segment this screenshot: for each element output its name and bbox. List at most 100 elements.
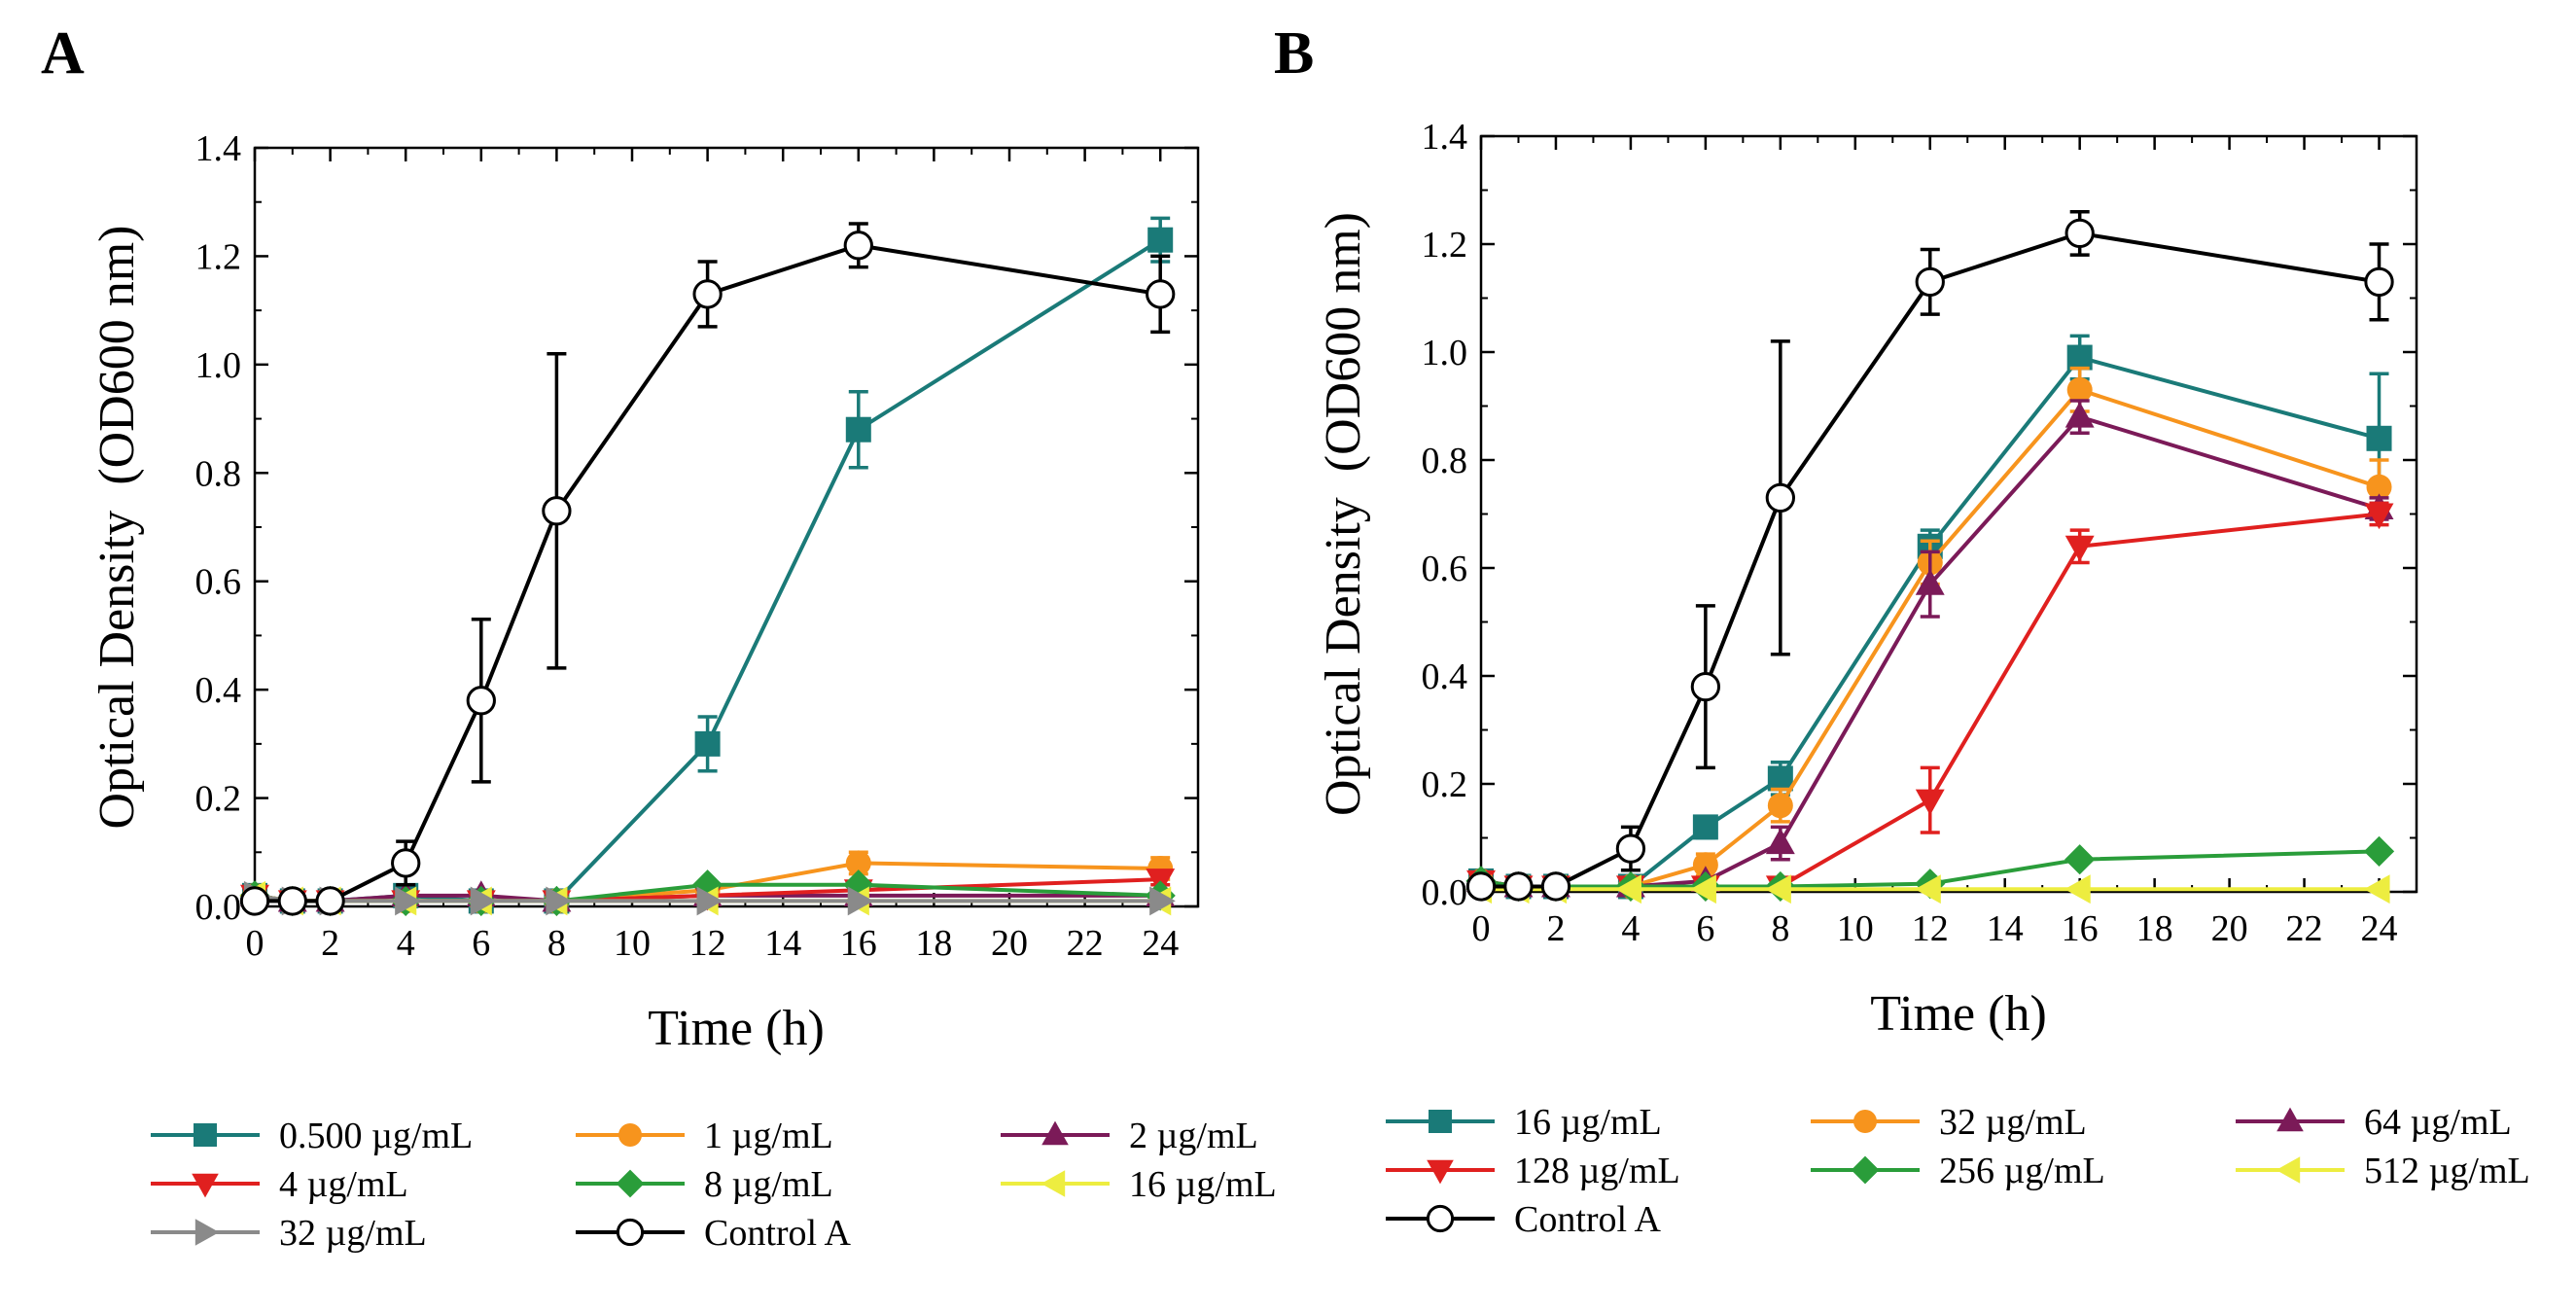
y-axis-title: Optical Density (OD600 nm) bbox=[89, 225, 145, 829]
data-point bbox=[1915, 874, 1941, 904]
data-point bbox=[1765, 874, 1791, 904]
data-point bbox=[395, 886, 421, 916]
legend-item: 512 µg/mL bbox=[2236, 1151, 2530, 1191]
data-point bbox=[1615, 874, 1641, 904]
data-point bbox=[1149, 886, 1176, 916]
data-point bbox=[239, 886, 270, 916]
x-tick-label: 18 bbox=[915, 923, 952, 964]
data-point bbox=[1915, 789, 1945, 816]
x-tick-label: 22 bbox=[1067, 923, 1104, 964]
data-point bbox=[694, 730, 721, 757]
series-control-a bbox=[1465, 209, 2394, 902]
data-point bbox=[2066, 344, 2093, 371]
panel-label-a: A bbox=[41, 20, 85, 87]
data-point bbox=[2064, 874, 2091, 904]
x-tick-label: 0 bbox=[1472, 908, 1491, 949]
legend-label: 1 µg/mL bbox=[704, 1116, 833, 1156]
x-tick-label: 2 bbox=[1546, 908, 1565, 949]
data-point bbox=[845, 416, 871, 443]
data-point bbox=[2064, 402, 2095, 428]
legend-label: 512 µg/mL bbox=[2364, 1151, 2530, 1191]
data-point bbox=[315, 886, 345, 916]
data-point bbox=[845, 850, 871, 876]
x-tick-label: 2 bbox=[321, 923, 339, 964]
data-point bbox=[466, 686, 496, 716]
y-tick-label: 0.0 bbox=[195, 887, 242, 928]
data-point bbox=[1915, 266, 1945, 298]
legend-label: 32 µg/mL bbox=[279, 1213, 427, 1254]
legend-item: Control A bbox=[1386, 1199, 1662, 1240]
x-tick-label: 14 bbox=[764, 923, 801, 964]
legend-marker bbox=[194, 1123, 217, 1147]
y-axis-title: Optical Density (OD600 nm) bbox=[1316, 212, 1371, 816]
legend-label: 256 µg/mL bbox=[1939, 1151, 2105, 1191]
data-point bbox=[1690, 874, 1716, 904]
data-point bbox=[2366, 425, 2392, 451]
data-point bbox=[391, 848, 421, 878]
legend: 16 µg/mL 32 µg/mL 64 µg/mL 128 µg/mL 256 µg/… bbox=[1386, 1102, 2530, 1240]
x-tick-label: 10 bbox=[614, 923, 651, 964]
legend-item: 16 µg/mL bbox=[1001, 1164, 1277, 1205]
data-point bbox=[1147, 227, 1174, 253]
legend-marker bbox=[2276, 1156, 2301, 1184]
x-tick-label: 24 bbox=[2361, 908, 2398, 949]
legend-label: 2 µg/mL bbox=[1129, 1116, 1258, 1156]
x-tick-label: 6 bbox=[472, 923, 490, 964]
data-point bbox=[1692, 814, 1718, 840]
legend-marker bbox=[618, 1123, 642, 1147]
x-tick-label: 16 bbox=[840, 923, 877, 964]
y-tick-label: 1.0 bbox=[1422, 333, 1468, 373]
data-point bbox=[1915, 569, 1945, 595]
legend-label: 16 µg/mL bbox=[1514, 1102, 1662, 1143]
x-tick-label: 6 bbox=[1696, 908, 1714, 949]
legend-marker bbox=[2276, 1107, 2304, 1132]
data-point bbox=[1765, 828, 1795, 855]
legend-marker bbox=[1041, 1120, 1069, 1146]
x-tick-label: 16 bbox=[2062, 908, 2099, 949]
x-tick-label: 4 bbox=[397, 923, 415, 964]
x-tick-label: 20 bbox=[991, 923, 1028, 964]
legend-item: 1 µg/mL bbox=[576, 1116, 833, 1156]
x-tick-label: 4 bbox=[1621, 908, 1640, 949]
data-point bbox=[2364, 503, 2394, 530]
panel-label-b: B bbox=[1274, 20, 1314, 87]
y-tick-label: 0.0 bbox=[1422, 872, 1468, 913]
x-axis-title: Time (h) bbox=[1870, 986, 2047, 1042]
x-tick-label: 20 bbox=[2211, 908, 2248, 949]
legend-item: Control A bbox=[576, 1213, 852, 1254]
x-tick-label: 0 bbox=[246, 923, 265, 964]
data-point bbox=[1690, 671, 1721, 702]
x-tick-label: 18 bbox=[2136, 908, 2173, 949]
legend-label: 32 µg/mL bbox=[1939, 1102, 2087, 1143]
y-tick-label: 1.4 bbox=[195, 128, 242, 169]
legend-item: 2 µg/mL bbox=[1001, 1116, 1258, 1156]
data-point bbox=[692, 279, 723, 309]
legend-label: 64 µg/mL bbox=[2364, 1102, 2512, 1143]
y-tick-label: 0.2 bbox=[195, 779, 242, 820]
legend-marker bbox=[616, 1169, 645, 1198]
y-tick-label: 0.8 bbox=[1422, 441, 1468, 481]
legend-item: 16 µg/mL bbox=[1386, 1102, 1662, 1143]
data-point bbox=[2064, 218, 2095, 249]
y-tick-label: 0.6 bbox=[195, 562, 242, 603]
legend-item: 128 µg/mL bbox=[1386, 1151, 1680, 1191]
chart-panel-a: 0 2 4 6 8 10 12 14 16 18 20 22 240.00.20.40.60.81.01… bbox=[89, 128, 1277, 1254]
x-tick-label: 22 bbox=[2286, 908, 2323, 949]
series-control-a bbox=[239, 222, 1176, 916]
x-tick-label: 24 bbox=[1142, 923, 1179, 964]
legend-item: 4 µg/mL bbox=[151, 1164, 408, 1205]
legend-item: 256 µg/mL bbox=[1811, 1151, 2105, 1191]
data-point bbox=[1692, 852, 1718, 878]
legend-item: 0.500 µg/mL bbox=[151, 1116, 473, 1156]
plot-frame bbox=[253, 146, 1200, 908]
x-tick-label: 10 bbox=[1837, 908, 1874, 949]
legend-item: 8 µg/mL bbox=[576, 1164, 833, 1205]
y-tick-label: 1.2 bbox=[1422, 225, 1468, 266]
legend-item: 32 µg/mL bbox=[1811, 1102, 2087, 1143]
legend-marker bbox=[1041, 1170, 1066, 1197]
y-tick-label: 1.0 bbox=[195, 345, 242, 386]
data-point bbox=[1465, 871, 1497, 902]
y-tick-label: 0.8 bbox=[195, 453, 242, 494]
y-tick-label: 0.6 bbox=[1422, 549, 1468, 589]
